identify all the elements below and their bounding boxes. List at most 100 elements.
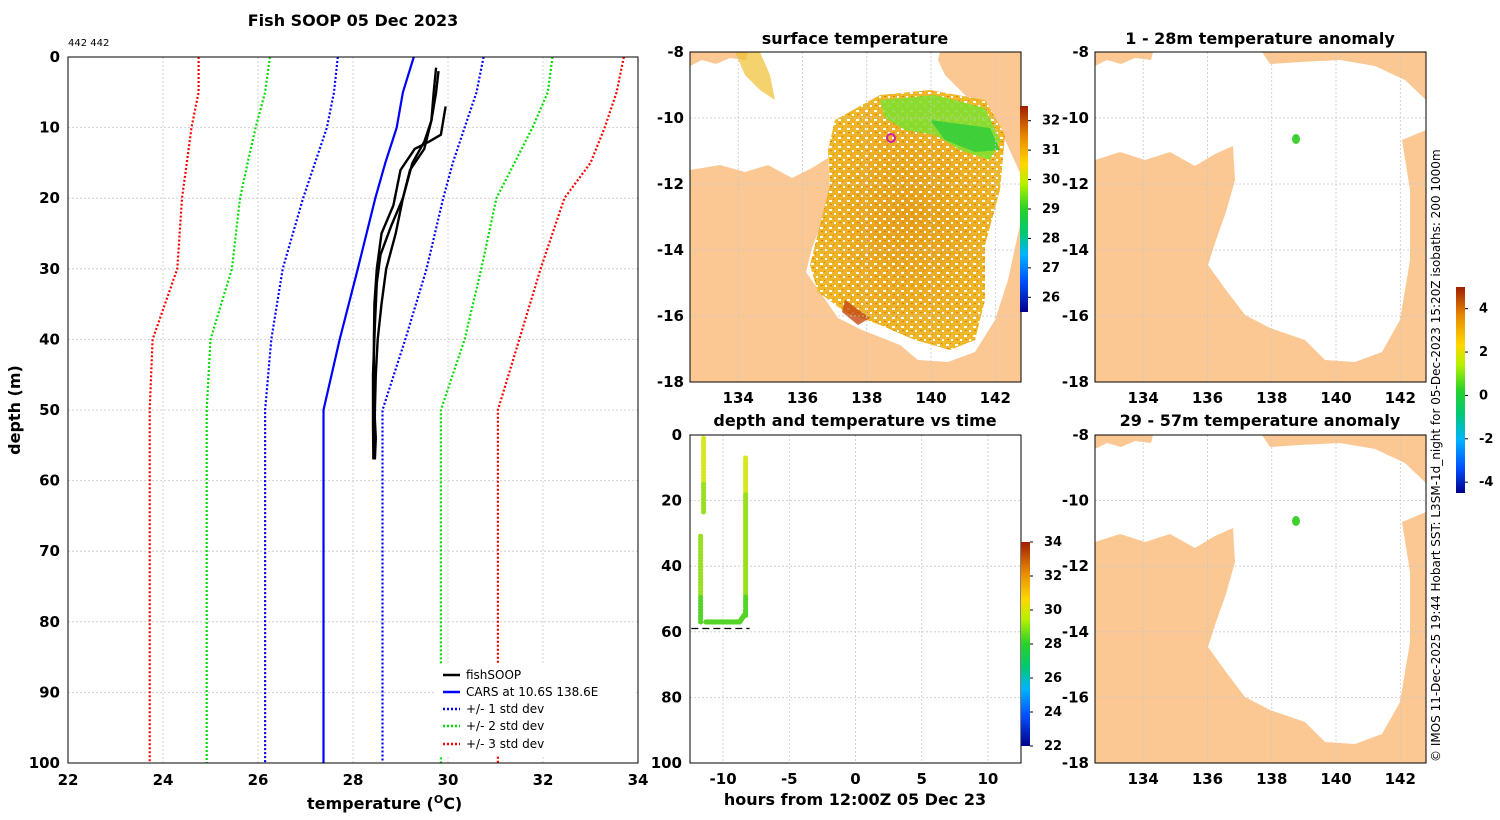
profile-ytick-label: 90 — [39, 683, 60, 701]
colorbar-tick-label: -4 — [1479, 475, 1493, 490]
profile-series-line — [496, 56, 625, 763]
colorbar-tick-label: -2 — [1479, 432, 1493, 447]
map-ytick-label: -10 — [1062, 492, 1089, 510]
timeseries-colorbar-ticks: 22 24 26 28 30 32 34 — [1030, 535, 1062, 754]
colorbar-tick-label: 28 — [1042, 231, 1060, 246]
timeseries-xtick-label: 10 — [977, 770, 998, 788]
timeseries-xtick-label: 5 — [916, 770, 926, 788]
map-ytick-label: -12 — [1062, 175, 1089, 193]
profile-series-line — [381, 56, 485, 763]
anomaly-top-frame — [1094, 51, 1427, 383]
profile-series-line — [205, 56, 271, 763]
profile-series-line — [372, 106, 447, 460]
profile-ylabel: depth (m) — [5, 365, 24, 455]
map-xtick-label: 134 — [1128, 770, 1159, 788]
legend-label-std3: +/- 3 std dev — [466, 737, 544, 751]
timeseries-ytick-label: 100 — [651, 754, 682, 772]
land-northern-australia — [690, 158, 1021, 382]
map-xtick-label: 136 — [1192, 389, 1223, 407]
map-xtick-label: 138 — [1256, 770, 1287, 788]
anomaly-top-panel: 1 - 28m temperature anomaly 134 136 138 140… — [1062, 29, 1493, 493]
anomaly-colorbar — [1456, 287, 1465, 493]
profile-panel: Fish SOOP 05 Dec 2023 442 442 22 24 26 28 30… — [5, 11, 648, 813]
land-new-guinea — [1262, 435, 1426, 483]
sst-gulf-hot-spot — [842, 300, 870, 325]
colorbar-tick-label: 2 — [1479, 345, 1488, 360]
profile-xtick-label: 32 — [533, 771, 554, 789]
colorbar-tick-label: 34 — [1044, 535, 1062, 550]
profile-series-line — [372, 67, 438, 460]
surface-map-ticks: 134 136 138 140 142 -8 -10 -12 -14 -16 -18 — [657, 43, 1011, 407]
profile-xtick-label: 34 — [628, 771, 649, 789]
map-xtick-label: 142 — [1385, 389, 1416, 407]
timeseries-ytick-label: 0 — [672, 426, 682, 444]
timeseries-data — [691, 435, 750, 630]
timeseries-colorbar — [1021, 542, 1030, 746]
surface-colorbar-ticks: 26 27 28 29 30 31 32 — [1028, 114, 1060, 305]
colorbar-tick-label: 32 — [1044, 569, 1062, 584]
profile-ytick-label: 0 — [50, 48, 60, 66]
anomaly-bottom-land — [1095, 435, 1426, 763]
map-xtick-label: 140 — [915, 389, 946, 407]
profile-axes-frame — [67, 56, 639, 764]
profile-ytick-label: 70 — [39, 542, 60, 560]
legend-label-cars: CARS at 10.6S 138.6E — [466, 685, 598, 699]
profile-xtick-label: 24 — [153, 771, 174, 789]
timeseries-panel: depth and temperature vs time -10 -5 0 5 100… — [651, 411, 1062, 809]
map-ytick-label: -10 — [657, 109, 684, 127]
profile-title: Fish SOOP 05 Dec 2023 — [248, 11, 458, 30]
colorbar-tick-label: 24 — [1044, 705, 1062, 720]
map-ytick-label: -8 — [1072, 43, 1089, 61]
profile-ytick-label: 60 — [39, 472, 60, 490]
colorbar-tick-label: 26 — [1044, 671, 1062, 686]
timeseries-xtick-label: 0 — [850, 770, 860, 788]
profile-grid — [67, 56, 639, 764]
profile-ytick-label: 80 — [39, 613, 60, 631]
colorbar-tick-label: 27 — [1042, 261, 1060, 276]
colorbar-tick-label: 31 — [1042, 143, 1060, 158]
colorbar-tick-label: 0 — [1479, 388, 1488, 403]
anomaly-top-land — [1095, 52, 1426, 382]
profile-ytick-label: 50 — [39, 401, 60, 419]
profile-legend: fishSOOP CARS at 10.6S 138.6E +/- 1 std … — [436, 664, 636, 756]
colorbar-tick-label: 22 — [1044, 739, 1062, 754]
legend-label-std1: +/- 1 std dev — [466, 702, 544, 716]
profile-ytick-label: 40 — [39, 330, 60, 348]
colorbar-tick-label: 32 — [1042, 114, 1060, 129]
anomaly-top-title: 1 - 28m temperature anomaly — [1125, 29, 1395, 48]
colorbar-tick-label: 30 — [1044, 603, 1062, 618]
map-ytick-label: -12 — [1062, 557, 1089, 575]
land-northern-australia — [1095, 130, 1426, 382]
anomaly-bottom-point — [1292, 516, 1300, 526]
map-xtick-label: 142 — [1385, 770, 1416, 788]
map-xtick-label: 140 — [1320, 770, 1351, 788]
map-ytick-label: -12 — [657, 175, 684, 193]
map-ytick-label: -14 — [1062, 241, 1089, 259]
profile-ytick-label: 100 — [29, 754, 60, 772]
map-xtick-label: 142 — [980, 389, 1011, 407]
land-timor — [1095, 52, 1153, 66]
timeseries-grid — [690, 434, 1021, 764]
map-xtick-label: 134 — [723, 389, 754, 407]
profile-xtick-label: 30 — [438, 771, 459, 789]
map-ytick-label: -8 — [1072, 426, 1089, 444]
timeseries-ytick-label: 20 — [661, 492, 682, 510]
surface-colorbar — [1020, 106, 1028, 312]
timeseries-xtick-label: -10 — [710, 770, 737, 788]
land-timor — [1095, 435, 1153, 449]
legend-label-std2: +/- 2 std dev — [466, 719, 544, 733]
map-xtick-label: 136 — [787, 389, 818, 407]
timeseries-ytick-label: 80 — [661, 688, 682, 706]
colorbar-tick-label: 4 — [1479, 302, 1488, 317]
profile-ytick-label: 20 — [39, 189, 60, 207]
land-timor — [690, 52, 748, 66]
anomaly-top-point — [1292, 134, 1300, 144]
fishsoop-location-marker — [886, 133, 896, 143]
anomaly-bottom-frame — [1094, 434, 1427, 764]
anomaly-bottom-title: 29 - 57m temperature anomaly — [1120, 411, 1401, 430]
map-ytick-label: -18 — [1062, 754, 1089, 772]
profile-series-line — [439, 56, 554, 763]
land-new-guinea — [938, 52, 1021, 175]
